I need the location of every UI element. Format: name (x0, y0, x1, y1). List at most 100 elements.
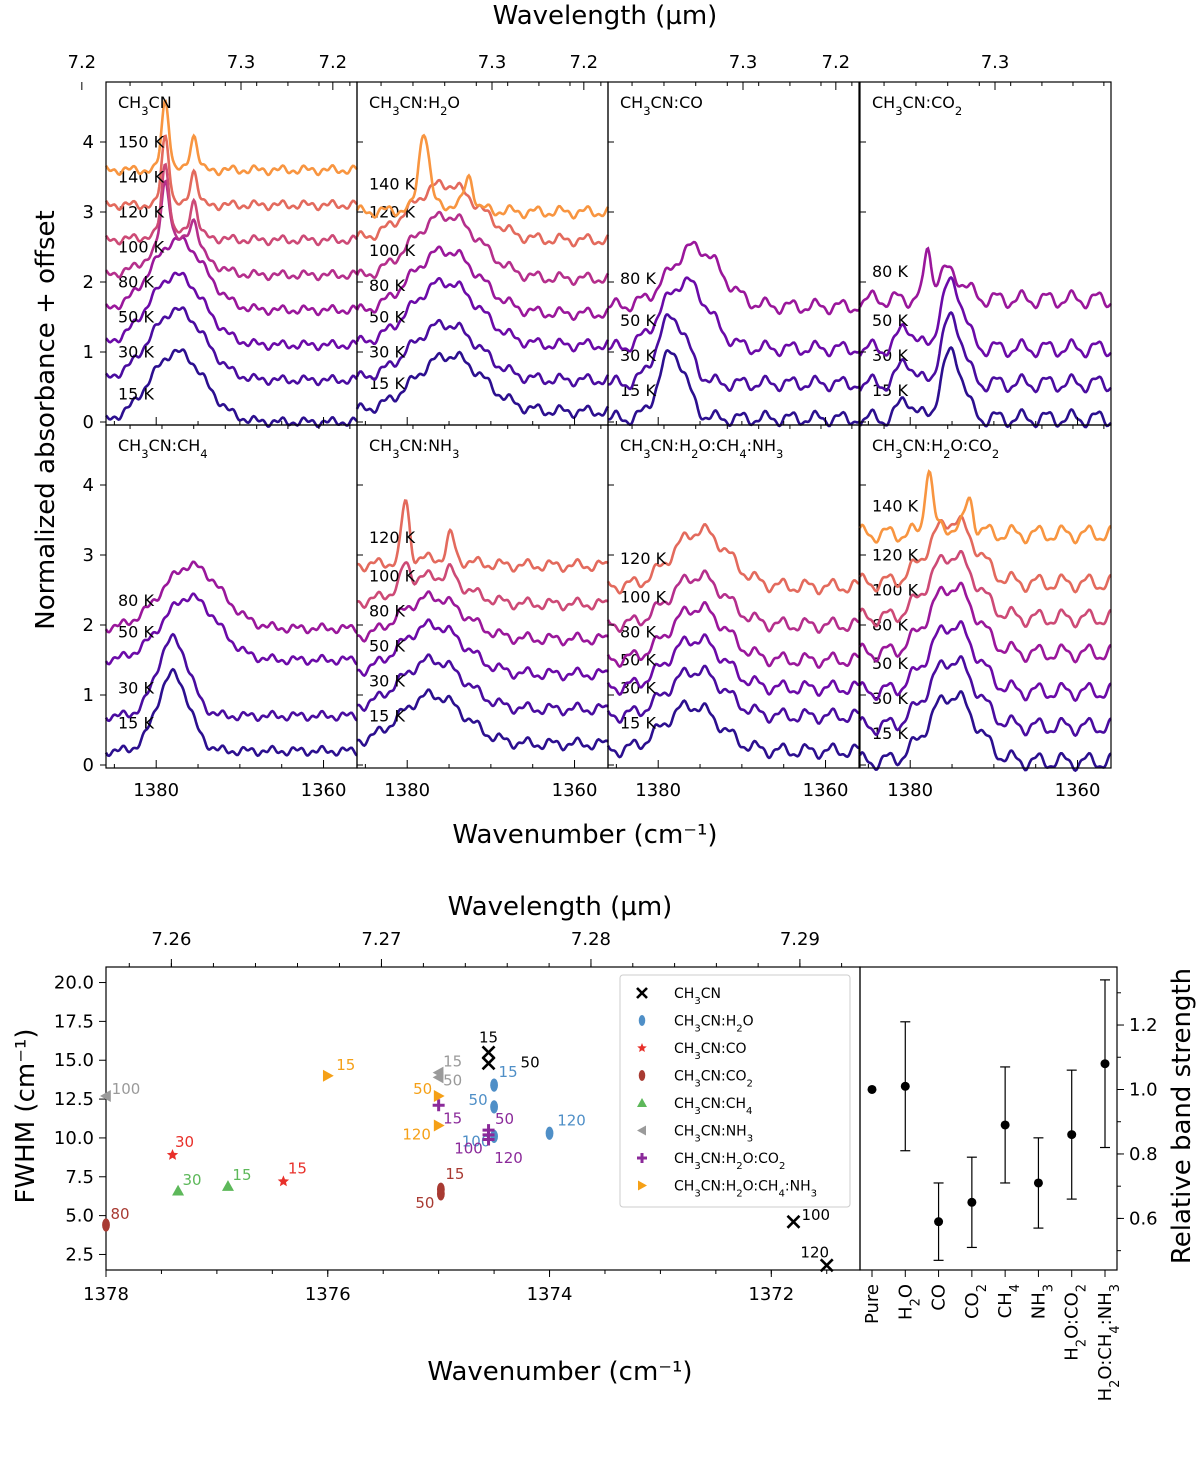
marker-ellipse (638, 1070, 646, 1081)
spectrum-curve (355, 245, 610, 322)
point-label: 15 (445, 1165, 464, 1183)
marker-triangle-up (172, 1184, 185, 1196)
spectrum-curve (858, 311, 1112, 394)
legend-entry: CH3CN:NH3 (674, 1124, 753, 1145)
series-group: 15 50 120 (322, 1056, 445, 1143)
temperature-label: 50 K (872, 311, 908, 330)
temperature-label: 120 K (118, 203, 165, 222)
legend-box (619, 974, 851, 1208)
x-tick-label: 1380 (887, 780, 933, 801)
temperature-label: 30 K (369, 343, 405, 362)
spectrum-curve (105, 306, 358, 387)
temperature-label: 80 K (872, 262, 908, 281)
temperature-label: 50 K (872, 654, 908, 673)
temperature-label: 80 K (118, 273, 154, 292)
spectra-x-axis-title: Wavenumber (cm⁻¹) (452, 820, 717, 850)
x-tick-label: 1360 (301, 780, 347, 801)
y-tick-label: 12.5 (54, 1089, 94, 1110)
spectrum-curve (858, 655, 1112, 738)
temperature-label: 30 K (118, 679, 154, 698)
y-tick-label: 4 (83, 132, 94, 153)
top-tick-label: 7.29 (780, 929, 820, 950)
y-tick-label: 3 (83, 202, 94, 223)
spectrum-curve (607, 240, 860, 316)
spectrum-curve (607, 348, 860, 428)
temperature-label: 50 K (369, 308, 405, 327)
legend-entry: CH3CN:CO (674, 1041, 747, 1062)
temperature-label: 80 K (369, 276, 405, 295)
spectrum-curve (104, 99, 358, 177)
marker-ellipse (490, 1129, 498, 1143)
top-tick-label: 7.2 (68, 52, 97, 73)
spectrum-curve (858, 620, 1112, 703)
point-label: 50 (521, 1053, 540, 1071)
temperature-label: 140 K (118, 168, 165, 187)
point-label: 15 (499, 1063, 518, 1081)
temperature-label: 80 K (369, 602, 405, 621)
spectrum-curve (607, 313, 860, 393)
spectrum-curve (607, 276, 860, 358)
y-tick-label: 1 (83, 342, 94, 363)
temperature-label: 80 K (118, 591, 154, 610)
temperature-label: 150 K (118, 133, 165, 152)
x-tick-label: 1374 (527, 1284, 573, 1305)
spectrum-curve (858, 246, 1112, 310)
temperature-label: 100 K (620, 588, 667, 607)
marker-star (277, 1175, 290, 1187)
series-group: 15 50 80 (102, 1165, 464, 1232)
band-point (900, 1081, 910, 1091)
legend-entry: CH3CN:H2O:CO2 (674, 1151, 785, 1172)
y-tick-label: 0 (83, 755, 94, 776)
top-tick-label: 7.2 (319, 52, 348, 73)
top-tick-label: 7.27 (361, 929, 401, 950)
category-label: H2O:CO2 (1062, 1284, 1090, 1361)
spectrum-curve (104, 162, 358, 247)
x-tick-label: 1372 (748, 1284, 794, 1305)
category-label: CO (929, 1284, 950, 1311)
point-label: 50 (443, 1071, 462, 1089)
top-tick-label: 7.2 (822, 52, 851, 73)
legend-entry: CH3CN:H2O:CH4:NH3 (674, 1179, 817, 1200)
spectrum-curve (104, 560, 358, 635)
top-tick-label: 7.3 (227, 52, 256, 73)
marker-ellipse (545, 1126, 554, 1140)
panel-title: CH3CN (118, 93, 172, 118)
temperature-label: 50 K (620, 311, 656, 330)
marker-x (636, 987, 648, 999)
y-tick-label: 2 (83, 615, 94, 636)
y-tick-label: 3 (83, 545, 94, 566)
temperature-label: 80 K (620, 623, 656, 642)
spectrum-curve (355, 210, 610, 287)
y-tick-label: 17.5 (54, 1011, 94, 1032)
spectrum-curve (105, 271, 358, 352)
temperature-label: 120 K (620, 549, 667, 568)
point-label: 15 (288, 1159, 307, 1177)
top-tick-label: 7.3 (729, 52, 758, 73)
x-tick-label: 1360 (1055, 780, 1101, 801)
spectrum-curve (606, 664, 860, 725)
top-tick-label: 7.3 (981, 52, 1010, 73)
marker-x (481, 1056, 496, 1071)
marker-plus (432, 1099, 445, 1112)
marker-triangle-left (637, 1125, 646, 1136)
marker-plus (482, 1128, 495, 1141)
fwhm-scatter-plot: 1378 1376 1374 1372 2.5 5.0 7.5 10.0 12.5 15.0 17.… (54, 929, 861, 1305)
spectrum-curve (356, 499, 609, 574)
spectrum-curve (104, 592, 358, 666)
point-label: 50 (469, 1091, 488, 1109)
temperature-label: 120 K (369, 528, 416, 547)
temperature-label: 15 K (620, 381, 656, 400)
spectra-panel: 15 K 30 K 50 K 80 K CH3CN:CH4 1380 1360 0 1 2 3 4 (83, 424, 358, 801)
temperature-label: 15 K (118, 714, 154, 733)
spectrum-curve (858, 550, 1112, 629)
marker-ellipse (638, 1015, 646, 1026)
marker-triangle-left (100, 1089, 111, 1102)
